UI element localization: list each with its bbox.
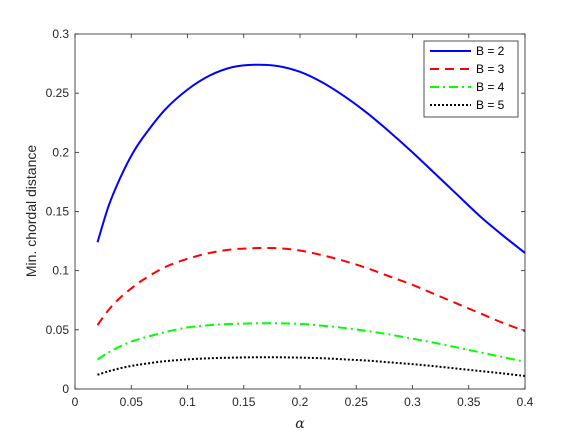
x-tick-label: 0.3	[404, 395, 421, 409]
y-tick-label: 0.3	[52, 27, 69, 41]
x-tick-label: 0.1	[179, 395, 196, 409]
x-axis-title: α	[295, 416, 305, 432]
legend-label-2: B = 3	[476, 62, 505, 76]
y-tick-label: 0.1	[52, 264, 69, 278]
y-tick-label: 0.15	[46, 205, 70, 219]
tick-layer: 0 0.05 0.1 0.15 0.2 0.25 0.3 0.35 0.4 0 0.05 0.1 0.1…	[46, 27, 534, 409]
legend-label-4: B = 5	[476, 98, 505, 112]
y-tick-label: 0	[62, 382, 69, 396]
y-axis-title: Min. chordal distance	[23, 145, 39, 278]
series-line-2	[96, 246, 526, 332]
x-tick-label: 0.4	[517, 395, 534, 409]
x-tick-label: 0	[72, 395, 79, 409]
series-layer	[96, 63, 526, 377]
series-line-3	[96, 322, 526, 363]
legend-label-3: B = 4	[476, 80, 505, 94]
x-tick-label: 0.25	[345, 395, 369, 409]
x-tick-label: 0.15	[232, 395, 256, 409]
series-line-1	[96, 63, 526, 254]
legend: B = 2 B = 3 B = 4 B = 5	[423, 40, 519, 118]
x-tick-label: 0.05	[120, 395, 144, 409]
y-tick-label: 0.25	[46, 86, 70, 100]
legend-label-1: B = 2	[476, 44, 505, 58]
x-tick-label: 0.2	[292, 395, 309, 409]
y-tick-label: 0.05	[46, 323, 70, 337]
y-tick-label: 0.2	[52, 145, 69, 159]
series-line-4	[97, 356, 526, 377]
x-tick-label: 0.35	[457, 395, 481, 409]
